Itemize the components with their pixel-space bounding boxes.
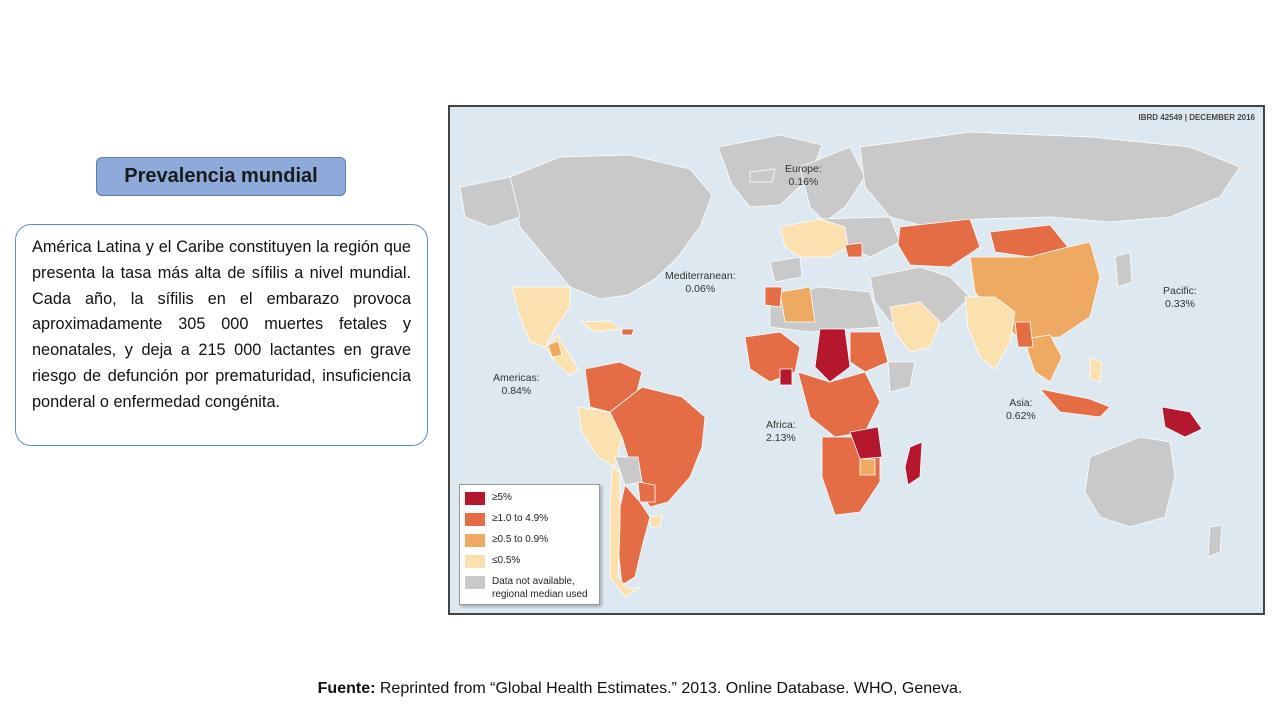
source-label: Fuente: <box>317 680 376 697</box>
section-title: Prevalencia mundial <box>96 157 346 196</box>
brazil <box>609 386 706 508</box>
ivory-coast <box>779 368 793 386</box>
iceland <box>749 168 776 183</box>
legend-swatch <box>465 576 485 589</box>
arabian-peninsula <box>889 301 941 353</box>
japan <box>1114 251 1133 288</box>
scandinavia <box>799 146 866 223</box>
region-label-mediterranean: Mediterranean: 0.06% <box>665 270 736 296</box>
legend-label: ≤0.5% <box>492 555 521 566</box>
papua-new-guinea <box>1161 406 1203 438</box>
madagascar <box>904 441 923 486</box>
map-legend: ≥5% ≥1.0 to 4.9% ≥0.5 to 0.9% ≤0.5% Data… <box>459 484 600 605</box>
chad <box>814 328 851 383</box>
region-value: 0.16% <box>788 176 819 188</box>
source-footer: Fuente: Reprinted from “Global Health Es… <box>0 680 1280 698</box>
world-map: IBRD 42549 | DECEMBER 2016 Europe: 0.16%… <box>448 105 1265 615</box>
legend-swatch <box>465 555 485 568</box>
russia <box>859 131 1241 226</box>
guatemala <box>547 340 563 358</box>
region-name: Americas: <box>493 372 540 384</box>
region-label-americas: Americas: 0.84% <box>493 372 540 398</box>
kazakhstan <box>897 218 981 268</box>
mexico <box>511 286 571 348</box>
india <box>964 296 1016 370</box>
region-label-pacific: Pacific: 0.33% <box>1163 285 1197 311</box>
region-name: Europe: <box>785 163 822 175</box>
region-name: Pacific: <box>1163 285 1197 297</box>
zambia-malawi <box>849 426 883 460</box>
southeast-asia <box>1024 334 1063 383</box>
legend-label: Data not available, regional median used <box>492 576 588 600</box>
region-value: 0.84% <box>501 385 532 397</box>
australia <box>1084 436 1176 528</box>
region-label-africa: Africa: 2.13% <box>766 419 796 445</box>
legend-item: Data not available, regional median used <box>465 575 594 603</box>
central-africa <box>797 371 881 438</box>
legend-item: ≥0.5 to 0.9% <box>465 533 594 549</box>
north-america <box>509 154 713 300</box>
legend-swatch <box>465 513 485 526</box>
iberia <box>769 256 803 283</box>
legend-swatch <box>465 534 485 547</box>
source-text: Reprinted from “Global Health Estimates.… <box>375 680 963 697</box>
indonesia <box>1038 388 1111 418</box>
legend-item: ≥1.0 to 4.9% <box>465 512 594 528</box>
algeria <box>779 286 816 323</box>
horn-of-africa <box>887 361 916 393</box>
bolivia <box>614 456 643 486</box>
legend-label: ≥0.5 to 0.9% <box>492 534 549 545</box>
region-value: 0.06% <box>685 283 716 295</box>
paraguay <box>637 481 656 503</box>
sudan <box>849 331 889 373</box>
legend-label: ≥5% <box>492 492 512 503</box>
region-value: 0.33% <box>1165 298 1195 310</box>
legend-swatch <box>465 492 485 505</box>
region-name: Africa: <box>766 419 796 431</box>
new-zealand <box>1207 524 1223 558</box>
region-label-europe: Europe: 0.16% <box>785 163 822 189</box>
uruguay <box>649 514 663 528</box>
region-label-asia: Asia: 0.62% <box>1006 397 1036 423</box>
map-id-label: IBRD 42549 | DECEMBER 2016 <box>1138 113 1255 122</box>
region-name: Mediterranean: <box>665 270 736 282</box>
zimbabwe <box>859 458 876 476</box>
philippines <box>1089 356 1103 383</box>
morocco <box>764 286 783 308</box>
region-value: 0.62% <box>1006 410 1036 422</box>
region-name: Asia: <box>1009 397 1033 409</box>
legend-item: ≥5% <box>465 491 594 507</box>
romania <box>844 242 863 258</box>
description-text: América Latina y el Caribe constituyen l… <box>15 224 428 446</box>
legend-label: ≥1.0 to 4.9% <box>492 513 549 524</box>
haiti <box>621 328 635 336</box>
region-value: 2.13% <box>766 432 796 444</box>
alaska <box>459 176 521 228</box>
chile <box>609 466 641 598</box>
legend-item: ≤0.5% <box>465 554 594 570</box>
myanmar <box>1014 321 1034 348</box>
